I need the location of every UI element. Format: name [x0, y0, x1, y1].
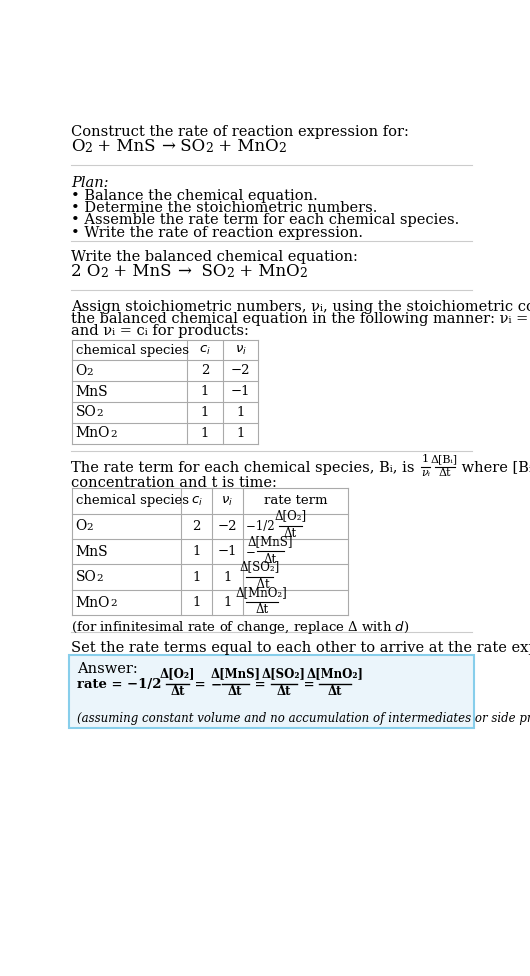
Text: • Determine the stoichiometric numbers.: • Determine the stoichiometric numbers. — [71, 201, 377, 215]
Text: 2: 2 — [96, 574, 103, 583]
Text: + MnS: + MnS — [108, 264, 177, 280]
Text: 1: 1 — [422, 455, 429, 465]
Text: 1: 1 — [192, 596, 201, 609]
Text: −: − — [246, 546, 256, 558]
Text: Δt: Δt — [328, 685, 342, 699]
Text: Δ[MnS]: Δ[MnS] — [248, 535, 293, 548]
Text: and νᵢ = cᵢ for products:: and νᵢ = cᵢ for products: — [71, 324, 249, 339]
Text: rate term: rate term — [263, 495, 327, 508]
Text: 2: 2 — [192, 520, 201, 533]
Text: 1: 1 — [223, 596, 232, 609]
Text: chemical species: chemical species — [76, 495, 189, 508]
Text: Δt: Δt — [255, 603, 268, 617]
Text: Δ[O₂]: Δ[O₂] — [160, 667, 196, 680]
Text: 2: 2 — [279, 142, 286, 154]
Text: the balanced chemical equation in the following manner: νᵢ = −cᵢ for reactants: the balanced chemical equation in the fo… — [71, 312, 530, 326]
Text: $\nu_i$: $\nu_i$ — [235, 344, 246, 356]
Text: =: = — [299, 678, 319, 691]
Text: Assign stoichiometric numbers, νᵢ, using the stoichiometric coefficients, cᵢ, fr: Assign stoichiometric numbers, νᵢ, using… — [71, 300, 530, 313]
Text: O: O — [71, 138, 84, 155]
Text: Δ[Bᵢ]: Δ[Bᵢ] — [431, 455, 458, 465]
Text: 2: 2 — [100, 267, 108, 280]
Text: νᵢ: νᵢ — [421, 468, 430, 478]
Text: MnO: MnO — [76, 427, 110, 440]
Text: Construct the rate of reaction expression for:: Construct the rate of reaction expressio… — [71, 125, 409, 139]
Text: 2 O: 2 O — [71, 264, 100, 280]
Text: Δ[MnO₂]: Δ[MnO₂] — [306, 667, 364, 680]
Text: 2: 2 — [299, 267, 307, 280]
Text: −1/2: −1/2 — [127, 678, 166, 691]
Text: • Assemble the rate term for each chemical species.: • Assemble the rate term for each chemic… — [71, 214, 459, 227]
Text: (for infinitesimal rate of change, replace Δ with $d$): (for infinitesimal rate of change, repla… — [71, 619, 409, 636]
Text: Δ[SO₂]: Δ[SO₂] — [240, 560, 280, 573]
FancyBboxPatch shape — [69, 655, 474, 728]
Text: O: O — [76, 364, 87, 378]
Text: 2: 2 — [87, 523, 93, 532]
Text: −1: −1 — [231, 386, 250, 398]
Text: Write the balanced chemical equation:: Write the balanced chemical equation: — [71, 250, 358, 264]
Text: 2: 2 — [205, 142, 213, 154]
Text: O: O — [76, 519, 87, 533]
Text: + MnS: + MnS — [92, 138, 161, 155]
Text: The rate term for each chemical species, Bᵢ, is: The rate term for each chemical species,… — [71, 461, 419, 474]
Text: Δt: Δt — [249, 578, 270, 590]
Text: $\nu_i$: $\nu_i$ — [222, 495, 233, 508]
Text: 1: 1 — [201, 406, 209, 419]
Text: • Write the rate of reaction expression.: • Write the rate of reaction expression. — [71, 225, 363, 240]
Text: →: → — [177, 264, 191, 280]
Text: −: − — [210, 678, 222, 691]
Text: Δt: Δt — [263, 552, 277, 565]
Text: 1: 1 — [236, 406, 245, 419]
Text: SO: SO — [76, 405, 96, 420]
Text: Δ[SO₂]: Δ[SO₂] — [262, 667, 306, 680]
Text: rate =: rate = — [77, 678, 127, 691]
Text: 2: 2 — [84, 142, 92, 154]
Text: MnS: MnS — [76, 545, 108, 559]
Text: SO: SO — [175, 138, 205, 155]
Text: Δt: Δt — [277, 685, 292, 699]
Text: Set the rate terms equal to each other to arrive at the rate expression:: Set the rate terms equal to each other t… — [71, 641, 530, 656]
Text: →: → — [161, 138, 175, 155]
Text: 2: 2 — [96, 409, 103, 419]
Text: + MnO: + MnO — [234, 264, 299, 280]
Text: $c_i$: $c_i$ — [199, 344, 211, 356]
Text: SO: SO — [76, 570, 96, 585]
Text: + MnO: + MnO — [213, 138, 279, 155]
Text: SO: SO — [191, 264, 226, 280]
Text: concentration and t is time:: concentration and t is time: — [71, 476, 277, 490]
Text: MnO: MnO — [76, 595, 110, 610]
Text: Answer:: Answer: — [77, 663, 138, 676]
Text: Δt: Δt — [284, 527, 297, 540]
Text: • Balance the chemical equation.: • Balance the chemical equation. — [71, 188, 317, 203]
Text: Δ[MnS]: Δ[MnS] — [210, 667, 260, 680]
Text: 1: 1 — [201, 386, 209, 398]
Text: 1: 1 — [192, 571, 201, 584]
Text: 2: 2 — [110, 599, 117, 608]
Text: 1: 1 — [192, 546, 201, 558]
Text: −2: −2 — [231, 364, 250, 378]
Text: Plan:: Plan: — [71, 176, 109, 189]
Text: 2: 2 — [110, 430, 117, 439]
Text: −1/2: −1/2 — [246, 520, 278, 533]
Text: Δt: Δt — [170, 685, 185, 699]
Text: (assuming constant volume and no accumulation of intermediates or side products): (assuming constant volume and no accumul… — [77, 712, 530, 725]
Text: −2: −2 — [218, 520, 237, 533]
Text: where [Bᵢ] is the amount: where [Bᵢ] is the amount — [457, 461, 530, 474]
Text: 1: 1 — [201, 427, 209, 440]
Text: =: = — [190, 678, 210, 691]
Text: Δ[MnO₂]: Δ[MnO₂] — [236, 586, 288, 598]
Text: =: = — [250, 678, 270, 691]
Text: −1: −1 — [218, 546, 237, 558]
Text: Δ[O₂]: Δ[O₂] — [275, 509, 306, 522]
Text: Δt: Δt — [228, 685, 243, 699]
Text: Δt: Δt — [438, 468, 451, 478]
Text: $c_i$: $c_i$ — [191, 495, 202, 508]
Text: 2: 2 — [226, 267, 234, 280]
Text: chemical species: chemical species — [76, 344, 189, 356]
Text: 2: 2 — [201, 364, 209, 378]
Text: 2: 2 — [87, 368, 93, 377]
Text: 1: 1 — [223, 571, 232, 584]
Text: MnS: MnS — [76, 385, 108, 398]
Text: 1: 1 — [236, 427, 245, 440]
